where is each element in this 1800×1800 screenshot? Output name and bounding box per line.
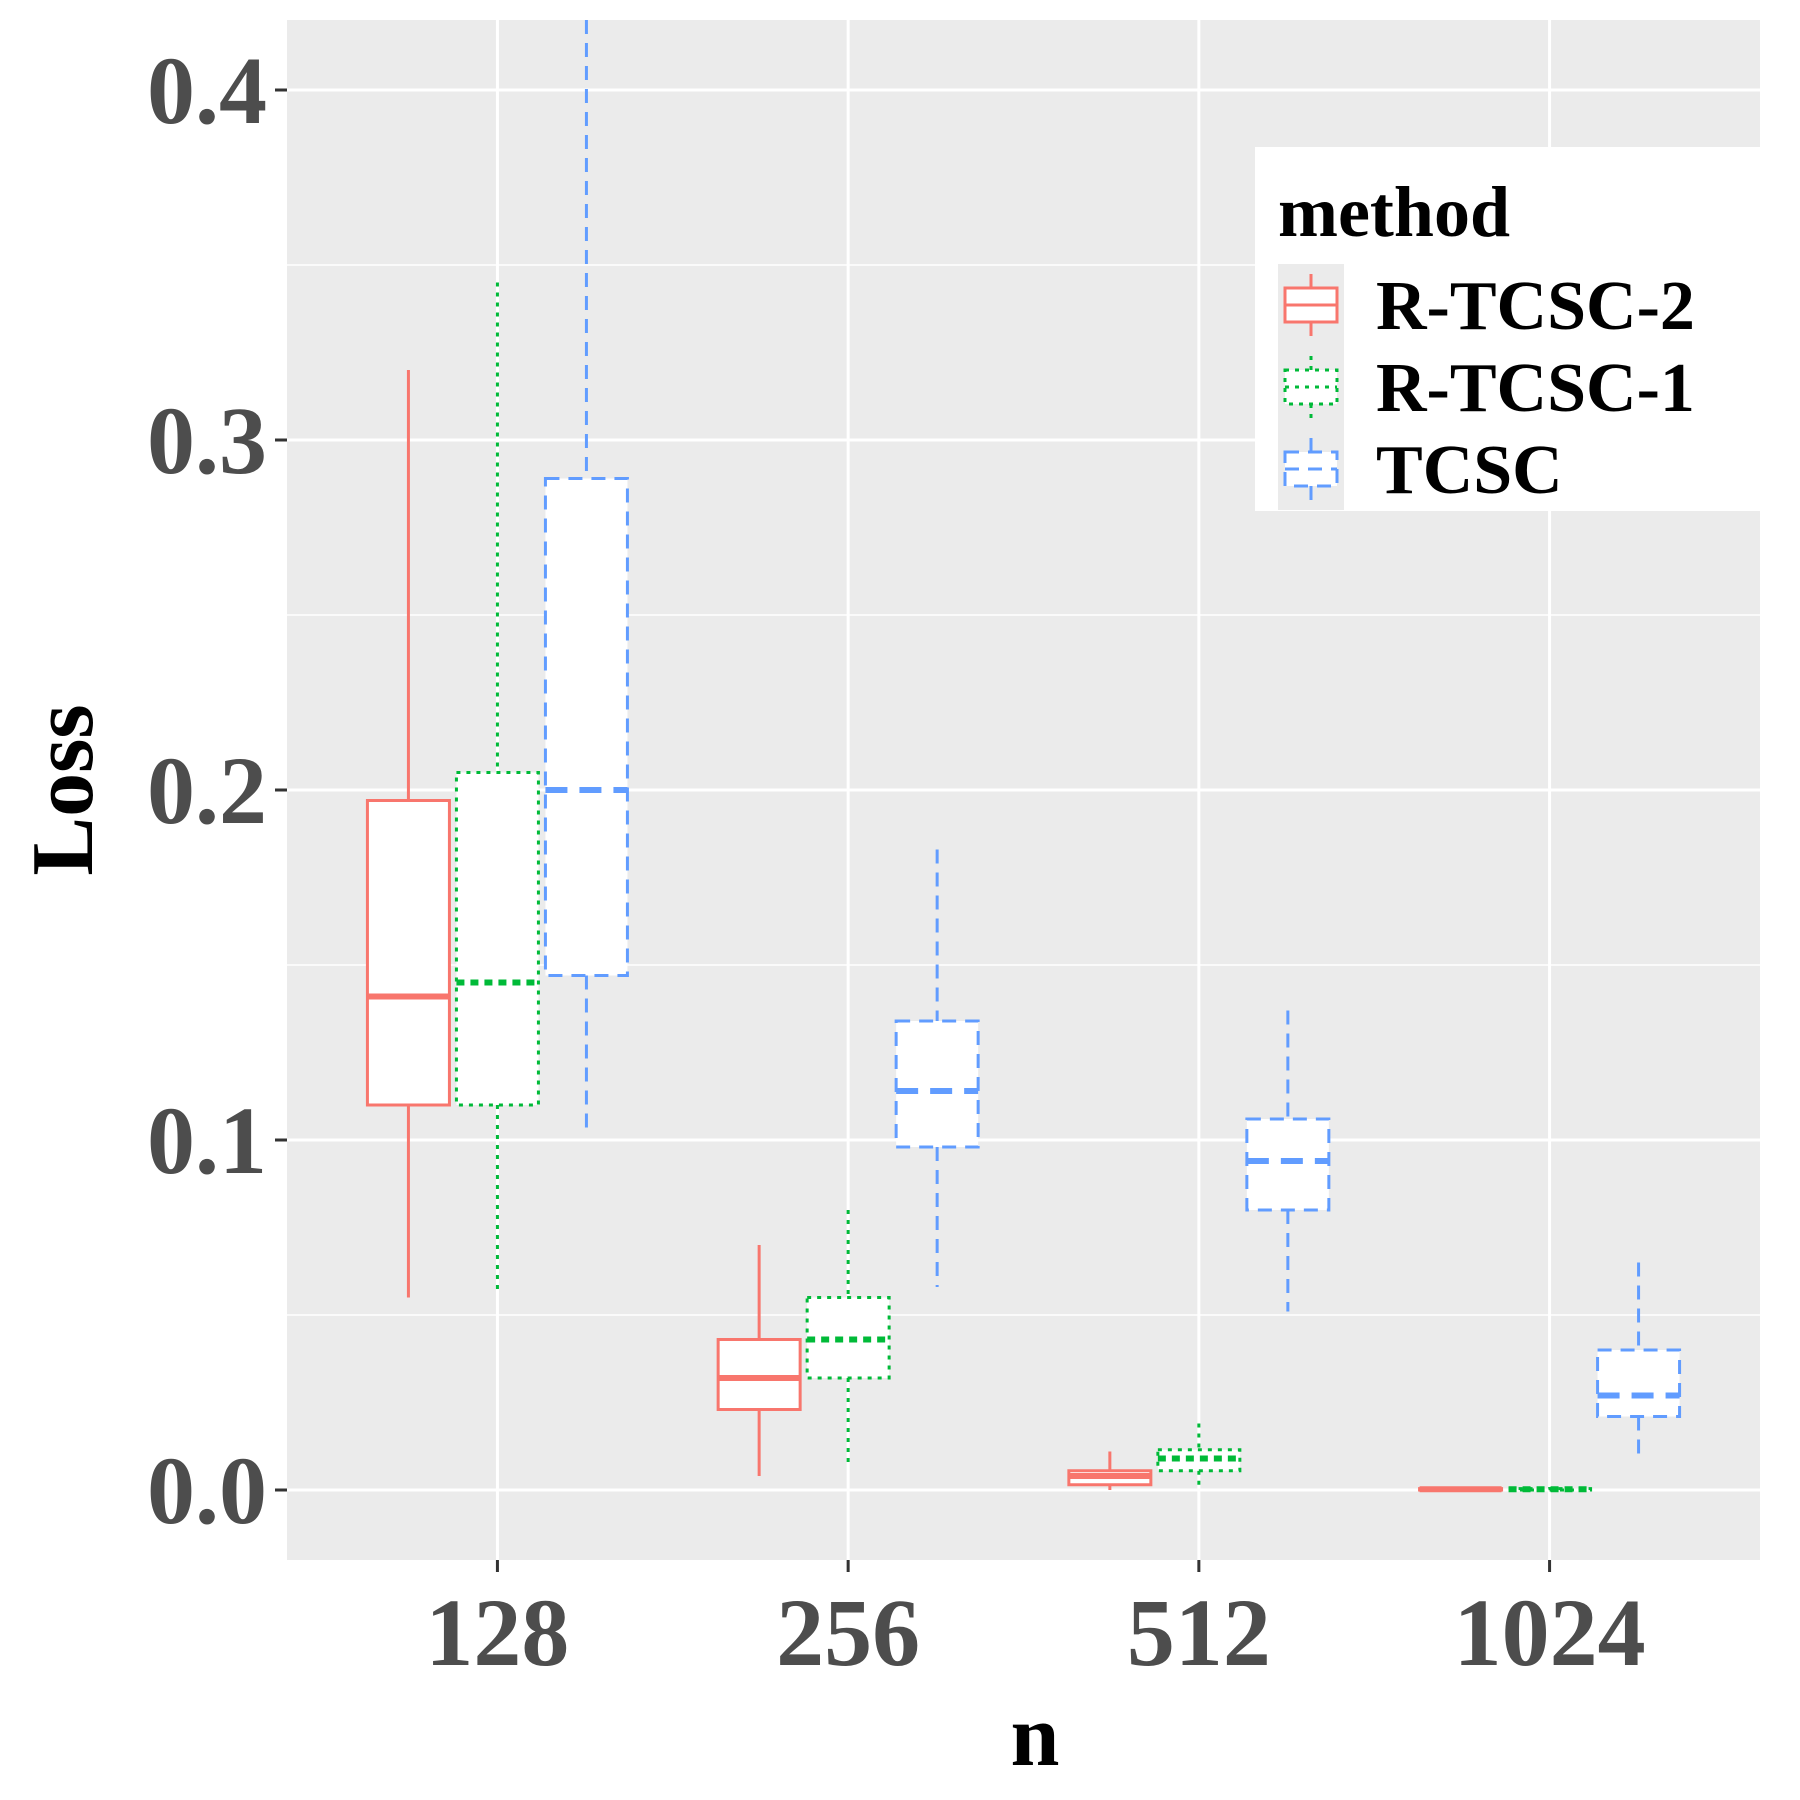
x-tick-label: 512: [1127, 1579, 1271, 1686]
box-TCSC-1024: [1596, 1262, 1682, 1455]
legend-item-R-TCSC-1: R-TCSC-1: [1278, 346, 1695, 428]
legend-title: method: [1278, 172, 1510, 252]
x-tick-label: 256: [776, 1579, 920, 1686]
box-body: [1596, 1348, 1682, 1418]
x-tick-label: 128: [425, 1579, 569, 1686]
box-R-TCSC-2-1024: [1418, 1486, 1504, 1493]
box-TCSC-128: [543, 20, 629, 1133]
legend-label: R-TCSC-1: [1376, 350, 1695, 427]
box-body: [1245, 1117, 1331, 1212]
y-tick-label: 0.1: [147, 1087, 267, 1194]
y-axis: 0.0 0.1 0.2 0.3 0.4: [147, 37, 287, 1544]
box-body: [1156, 1448, 1242, 1473]
box-body: [805, 1296, 891, 1380]
box-R-TCSC-1-256: [805, 1210, 891, 1462]
legend-key-box: [1283, 368, 1339, 406]
x-axis: 128 256 512 1024: [425, 1560, 1646, 1686]
x-tick-label: 1024: [1454, 1579, 1646, 1686]
legend-item-R-TCSC-2: R-TCSC-2: [1278, 264, 1695, 346]
box-body: [365, 799, 451, 1107]
box-R-TCSC-1-1024: [1507, 1486, 1593, 1493]
legend-item-TCSC: TCSC: [1278, 428, 1563, 510]
y-axis-title: Loss: [15, 704, 112, 875]
box-body: [543, 477, 629, 977]
legend-label: R-TCSC-2: [1376, 268, 1695, 345]
box-body: [454, 771, 540, 1107]
y-tick-label: 0.4: [147, 37, 267, 144]
y-tick-label: 0.2: [147, 737, 267, 844]
box-R-TCSC-2-256: [716, 1245, 802, 1476]
box-R-TCSC-1-128: [454, 282, 540, 1291]
box-body: [716, 1338, 802, 1411]
box-R-TCSC-2-512: [1067, 1451, 1153, 1490]
x-axis-title: n: [1011, 1688, 1060, 1785]
boxes: [365, 20, 1682, 1493]
y-tick-label: 0.3: [147, 387, 267, 494]
box-R-TCSC-1-512: [1156, 1423, 1242, 1489]
box-body: [894, 1019, 980, 1149]
y-tick-label: 0.0: [147, 1437, 267, 1544]
box-TCSC-256: [894, 849, 980, 1287]
box-TCSC-512: [1245, 1010, 1331, 1312]
box-R-TCSC-2-128: [365, 370, 451, 1298]
legend-label: TCSC: [1376, 432, 1563, 509]
box-body: [1507, 1487, 1593, 1492]
